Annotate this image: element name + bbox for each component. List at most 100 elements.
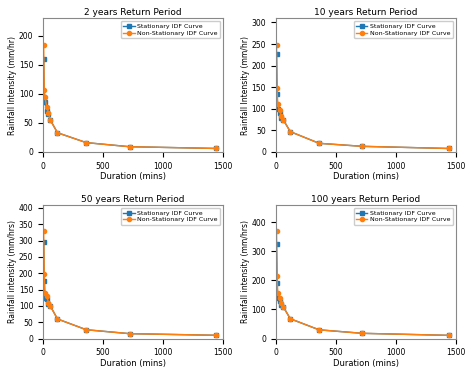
Non-Stationary IDF Curve [287, 317, 293, 321]
Non-Stationary IDF Curve [316, 327, 322, 332]
Stationary IDF Curve [446, 146, 452, 151]
Non-Stationary IDF Curve [46, 111, 51, 115]
Title: 2 years Return Period: 2 years Return Period [84, 8, 182, 17]
Stationary IDF Curve [55, 130, 60, 135]
Stationary IDF Curve [46, 112, 51, 117]
Stationary IDF Curve [44, 297, 49, 302]
Line: Stationary IDF Curve: Stationary IDF Curve [42, 57, 218, 150]
Non-Stationary IDF Curve [213, 333, 219, 338]
Non-Stationary IDF Curve [42, 94, 48, 99]
Non-Stationary IDF Curve [83, 140, 89, 145]
Stationary IDF Curve [127, 331, 132, 336]
Non-Stationary IDF Curve [278, 300, 284, 305]
Stationary IDF Curve [47, 304, 53, 308]
Non-Stationary IDF Curve [359, 144, 365, 149]
Legend: Stationary IDF Curve, Non-Stationary IDF Curve: Stationary IDF Curve, Non-Stationary IDF… [354, 208, 453, 225]
Non-Stationary IDF Curve [127, 144, 132, 149]
Non-Stationary IDF Curve [41, 229, 46, 233]
Non-Stationary IDF Curve [274, 86, 280, 90]
Non-Stationary IDF Curve [47, 304, 53, 308]
Stationary IDF Curve [359, 144, 365, 149]
Stationary IDF Curve [273, 51, 279, 56]
Stationary IDF Curve [275, 296, 281, 300]
Stationary IDF Curve [41, 279, 47, 284]
Y-axis label: Rainfall intensity (mm/hrs): Rainfall intensity (mm/hrs) [241, 220, 250, 323]
Stationary IDF Curve [213, 333, 219, 338]
Non-Stationary IDF Curve [41, 43, 46, 48]
Stationary IDF Curve [280, 117, 286, 122]
Non-Stationary IDF Curve [127, 331, 132, 336]
Stationary IDF Curve [278, 303, 284, 307]
Line: Stationary IDF Curve: Stationary IDF Curve [42, 240, 218, 337]
Stationary IDF Curve [275, 106, 281, 111]
Stationary IDF Curve [41, 56, 46, 61]
Non-Stationary IDF Curve [83, 327, 89, 332]
Non-Stationary IDF Curve [273, 229, 279, 233]
Stationary IDF Curve [213, 146, 219, 151]
Stationary IDF Curve [55, 317, 60, 321]
Title: 50 years Return Period: 50 years Return Period [82, 195, 185, 204]
Stationary IDF Curve [127, 144, 132, 149]
Stationary IDF Curve [287, 129, 293, 134]
Non-Stationary IDF Curve [446, 146, 452, 151]
X-axis label: Duration (mins): Duration (mins) [333, 172, 399, 181]
Stationary IDF Curve [278, 116, 284, 121]
Non-Stationary IDF Curve [41, 88, 47, 92]
Non-Stationary IDF Curve [273, 42, 279, 47]
Non-Stationary IDF Curve [44, 104, 49, 109]
Line: Non-Stationary IDF Curve: Non-Stationary IDF Curve [42, 229, 218, 337]
Line: Stationary IDF Curve: Stationary IDF Curve [274, 52, 451, 150]
Stationary IDF Curve [83, 140, 89, 145]
Non-Stationary IDF Curve [41, 272, 47, 276]
Non-Stationary IDF Curve [316, 141, 322, 146]
Stationary IDF Curve [277, 111, 283, 115]
Non-Stationary IDF Curve [277, 296, 283, 300]
Non-Stationary IDF Curve [42, 291, 48, 295]
Stationary IDF Curve [316, 141, 322, 146]
Non-Stationary IDF Curve [47, 118, 53, 122]
X-axis label: Duration (mins): Duration (mins) [333, 359, 399, 368]
Legend: Stationary IDF Curve, Non-Stationary IDF Curve: Stationary IDF Curve, Non-Stationary IDF… [354, 21, 453, 38]
X-axis label: Duration (mins): Duration (mins) [100, 359, 166, 368]
Stationary IDF Curve [274, 91, 280, 96]
Non-Stationary IDF Curve [280, 304, 286, 309]
Non-Stationary IDF Curve [278, 114, 284, 118]
X-axis label: Duration (mins): Duration (mins) [100, 172, 166, 181]
Stationary IDF Curve [280, 304, 286, 309]
Stationary IDF Curve [287, 317, 293, 321]
Non-Stationary IDF Curve [287, 129, 293, 134]
Non-Stationary IDF Curve [277, 108, 283, 112]
Stationary IDF Curve [446, 333, 452, 338]
Y-axis label: Rainfall Intensity (mm/hr): Rainfall Intensity (mm/hr) [241, 35, 250, 135]
Stationary IDF Curve [42, 100, 48, 105]
Stationary IDF Curve [42, 296, 48, 300]
Stationary IDF Curve [44, 109, 49, 114]
Stationary IDF Curve [273, 242, 279, 246]
Non-Stationary IDF Curve [274, 274, 280, 278]
Line: Non-Stationary IDF Curve: Non-Stationary IDF Curve [42, 43, 218, 150]
Legend: Stationary IDF Curve, Non-Stationary IDF Curve: Stationary IDF Curve, Non-Stationary IDF… [121, 21, 220, 38]
Stationary IDF Curve [277, 299, 283, 303]
Non-Stationary IDF Curve [275, 290, 281, 295]
Non-Stationary IDF Curve [55, 317, 60, 321]
Stationary IDF Curve [41, 240, 46, 244]
Stationary IDF Curve [41, 94, 47, 99]
Stationary IDF Curve [274, 281, 280, 285]
Non-Stationary IDF Curve [446, 333, 452, 338]
Non-Stationary IDF Curve [280, 117, 286, 122]
Stationary IDF Curve [47, 118, 53, 122]
Line: Non-Stationary IDF Curve: Non-Stationary IDF Curve [274, 43, 451, 150]
Line: Stationary IDF Curve: Stationary IDF Curve [274, 242, 451, 337]
Stationary IDF Curve [359, 331, 365, 335]
Y-axis label: Rainfall intensity (mm/hrs): Rainfall intensity (mm/hrs) [9, 220, 18, 323]
Title: 100 years Return Period: 100 years Return Period [311, 195, 420, 204]
Title: 10 years Return Period: 10 years Return Period [314, 8, 418, 17]
Non-Stationary IDF Curve [44, 294, 49, 299]
Non-Stationary IDF Curve [275, 102, 281, 107]
Non-Stationary IDF Curve [359, 331, 365, 335]
Non-Stationary IDF Curve [55, 130, 60, 135]
Stationary IDF Curve [46, 302, 51, 306]
Y-axis label: Rainfall Intensity (mm/hr): Rainfall Intensity (mm/hr) [9, 35, 18, 135]
Non-Stationary IDF Curve [46, 300, 51, 305]
Stationary IDF Curve [316, 327, 322, 332]
